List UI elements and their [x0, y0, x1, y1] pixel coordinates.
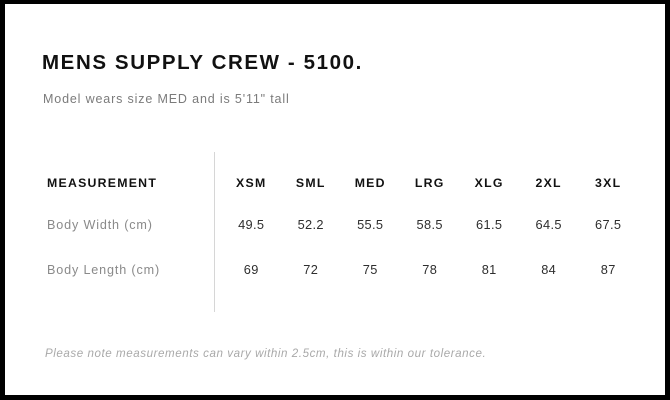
cell-body-length-3xl: 87 [600, 262, 616, 277]
cell-body-width-2xl: 64.5 [535, 217, 562, 232]
header-size-xsm: XSM [236, 176, 267, 190]
cell-body-length-sml: 72 [303, 262, 319, 277]
cell-body-length-2xl: 84 [541, 262, 557, 277]
header-size-3xl: 3XL [595, 176, 622, 190]
table-header-row: MEASUREMENT XSM SML MED LRG XLG 2XL 3XL [42, 164, 638, 202]
cell-body-width-sml: 52.2 [297, 217, 324, 232]
table-row: Body Width (cm) 49.5 52.2 55.5 58.5 61.5… [42, 202, 638, 247]
cell-body-length-xlg: 81 [481, 262, 497, 277]
size-measurement-table: MEASUREMENT XSM SML MED LRG XLG 2XL 3XL … [42, 164, 638, 292]
header-measurement: MEASUREMENT [47, 176, 158, 190]
cell-body-width-3xl: 67.5 [595, 217, 622, 232]
cell-body-width-xlg: 61.5 [476, 217, 503, 232]
model-fit-note: Model wears size MED and is 5'11" tall [43, 92, 290, 106]
row-label-body-width: Body Width (cm) [47, 217, 153, 232]
table-column-divider [214, 152, 215, 312]
page-title: MENS SUPPLY CREW - 5100. [42, 51, 363, 74]
tolerance-note: Please note measurements can vary within… [45, 347, 487, 360]
header-size-2xl: 2XL [535, 176, 562, 190]
cell-body-width-xsm: 49.5 [238, 217, 265, 232]
header-size-lrg: LRG [414, 176, 445, 190]
cell-body-length-lrg: 78 [422, 262, 438, 277]
header-size-med: MED [354, 176, 386, 190]
header-size-xlg: XLG [474, 176, 504, 190]
row-label-body-length: Body Length (cm) [47, 262, 160, 277]
size-chart-page: MENS SUPPLY CREW - 5100. Model wears siz… [5, 4, 665, 395]
cell-body-width-med: 55.5 [357, 217, 384, 232]
header-size-sml: SML [295, 176, 326, 190]
table-row: Body Length (cm) 69 72 75 78 81 84 87 [42, 247, 638, 292]
cell-body-length-med: 75 [362, 262, 378, 277]
cell-body-width-lrg: 58.5 [416, 217, 443, 232]
cell-body-length-xsm: 69 [243, 262, 259, 277]
